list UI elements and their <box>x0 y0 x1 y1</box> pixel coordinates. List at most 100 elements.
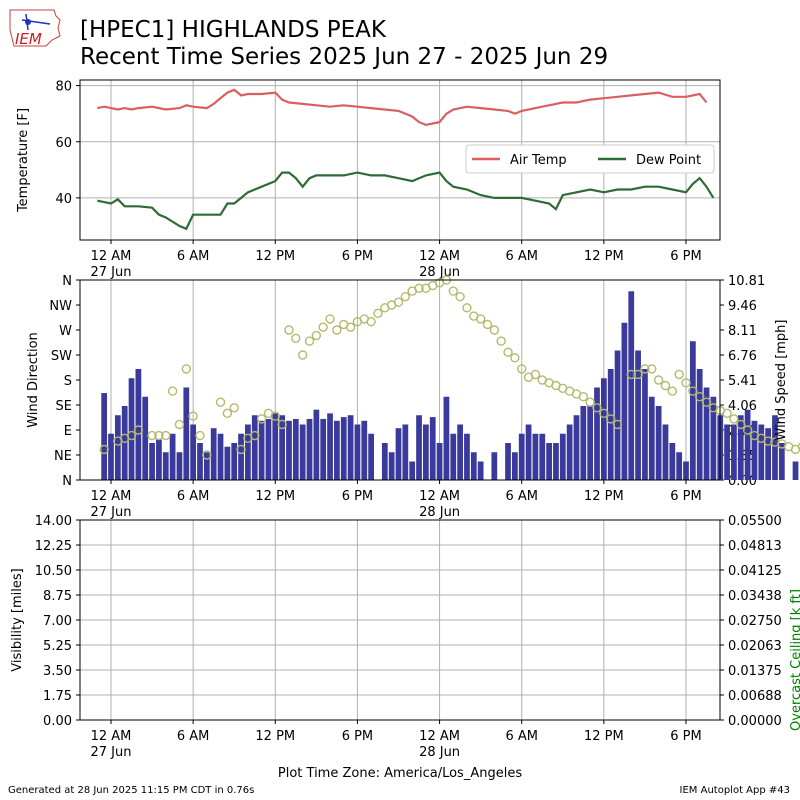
wind-direction-point <box>530 369 541 380</box>
wind-speed-bar <box>101 393 108 480</box>
wind-direction-point <box>154 430 164 441</box>
wind-direction-point <box>174 419 185 430</box>
wind-speed-bar <box>731 424 737 480</box>
wind-direction-point <box>667 386 678 396</box>
autoplot-footer: IEM Autoplot App #43 <box>679 785 790 796</box>
wind-direction-point <box>332 325 342 335</box>
wind-xtick-date: 28 Jun <box>419 505 460 520</box>
wind-direction-point <box>414 283 424 294</box>
wind-speed-bar <box>210 428 217 480</box>
wind-direction-point <box>215 397 226 407</box>
wind-speed-bar <box>320 418 327 480</box>
wind-speed-bar <box>162 452 169 480</box>
wind-direction-point <box>633 369 643 380</box>
chart-title-line-2: Recent Time Series 2025 Jun 27 - 2025 Ju… <box>80 44 609 70</box>
vis-tick-label: 8.75 <box>43 589 72 604</box>
vis-tick-label: 12.25 <box>35 539 72 554</box>
wind-speed-bar <box>347 415 354 480</box>
wind-direction-point <box>229 403 239 413</box>
wind-speed-tick-label: 6.76 <box>728 349 757 364</box>
wind-speed-bar <box>477 461 484 480</box>
legend-dew-point-label: Dew Point <box>636 153 701 168</box>
temp-legend-box <box>465 144 715 174</box>
wind-direction-point <box>167 386 178 396</box>
temp-xtick-date: 28 Jun <box>419 265 460 280</box>
wind-speed-bar <box>423 424 429 480</box>
temp-xtick-date: 27 Jun <box>91 265 132 280</box>
temp-xtick-label: 6 AM <box>505 249 538 264</box>
wind-direction-point <box>448 286 458 296</box>
wind-xtick-label: 12 PM <box>255 489 295 504</box>
wind-speed-bar <box>559 433 566 480</box>
wind-speed-bar <box>525 424 532 480</box>
temp-xtick-label: 12 PM <box>255 249 295 264</box>
wind-direction-point <box>688 386 698 396</box>
wind-speed-tick-label: 4.06 <box>728 399 757 414</box>
wind-speed-bar <box>676 452 683 480</box>
wind-speed-bar <box>744 409 751 480</box>
wind-direction-point <box>99 444 109 455</box>
ceiling-ylabel: Overcast Ceiling [k ft] <box>789 589 800 731</box>
wind-speed-bar <box>703 387 710 480</box>
wind-direction-point <box>297 350 308 360</box>
wind-speed-ylabel: Wind Speed [mph] <box>774 320 789 441</box>
wind-direction-point <box>133 425 144 435</box>
vis-xtick-label: 12 AM <box>91 729 132 744</box>
wind-speed-bar <box>696 368 703 480</box>
vis-frame <box>79 519 721 721</box>
wind-direction-point <box>195 430 205 441</box>
wind-speed-bar <box>190 424 197 480</box>
legend-air-temp-label: Air Temp <box>510 153 567 168</box>
vis-tick-label: 1.75 <box>43 689 72 704</box>
wind-speed-bar <box>251 415 258 480</box>
wind-speed-bar <box>361 420 368 480</box>
x-axis-label: Plot Time Zone: America/Los_Angeles <box>278 766 522 781</box>
vis-xtick-date: 28 Jun <box>419 745 460 760</box>
wind-direction-point <box>126 430 137 441</box>
wind-direction-point <box>510 353 520 363</box>
wind-speed-bar <box>327 413 333 480</box>
wind-direction-point <box>606 414 616 424</box>
wind-speed-bar <box>265 418 272 480</box>
ceiling-tick-label: 0.00000 <box>728 714 782 729</box>
wind-xtick-label: 6 AM <box>177 489 210 504</box>
wind-dir-tick-label: SW <box>51 349 72 364</box>
wind-speed-bar <box>258 420 265 480</box>
wind-direction-point <box>318 322 328 332</box>
wind-direction-point <box>284 325 294 335</box>
wind-direction-point <box>181 364 191 374</box>
wind-speed-bar <box>621 322 628 480</box>
wind-direction-point <box>482 319 493 330</box>
wind-speed-bar <box>245 424 251 480</box>
wind-speed-bar <box>368 433 374 480</box>
wind-speed-bar <box>566 424 573 480</box>
wind-speed-bar <box>594 387 600 480</box>
wind-direction-point <box>400 291 411 302</box>
wind-speed-bar <box>772 415 778 480</box>
ceiling-tick-label: 0.02063 <box>728 639 782 654</box>
wind-speed-tick-label: 5.41 <box>728 374 757 389</box>
wind-speed-bar <box>587 405 594 480</box>
wind-speed-bar <box>511 452 518 480</box>
wind-direction-point <box>701 397 712 407</box>
wind-speed-bar <box>758 424 765 480</box>
wind-speed-bar <box>546 442 552 480</box>
wind-direction-point <box>681 378 691 388</box>
wind-speed-bar <box>518 433 525 480</box>
wind-direction-point <box>742 425 753 435</box>
wind-speed-bar <box>142 396 149 480</box>
ceiling-tick-label: 0.04125 <box>728 564 782 579</box>
ceiling-tick-label: 0.04813 <box>728 539 782 554</box>
wind-direction-point <box>311 330 322 341</box>
wind-direction-point <box>222 408 233 419</box>
wind-direction-point <box>277 419 287 430</box>
wind-speed-bar <box>635 350 641 480</box>
wind-dir-tick-label: N <box>62 274 72 289</box>
temp-xtick-label: 12 PM <box>584 249 624 264</box>
wind-speed-bar <box>470 452 477 480</box>
wind-dir-tick-label: W <box>59 324 72 339</box>
wind-direction-point <box>475 314 486 324</box>
wind-direction-point <box>599 408 609 419</box>
vis-xtick-label: 12 AM <box>419 729 460 744</box>
wind-direction-point <box>763 436 773 446</box>
